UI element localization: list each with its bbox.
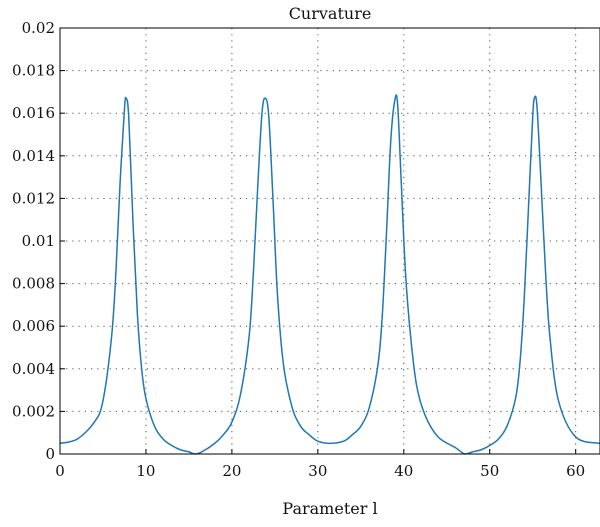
y-tick-label: 0.004 xyxy=(12,360,55,378)
y-tick-label: 0.008 xyxy=(12,275,55,293)
x-axis-label: Parameter l xyxy=(282,499,377,518)
chart-title: Curvature xyxy=(289,4,372,23)
y-tick-label: 0.01 xyxy=(22,232,55,250)
y-tick-label: 0.006 xyxy=(12,317,55,335)
y-tick-label: 0.012 xyxy=(12,189,55,207)
x-tick-label: 40 xyxy=(394,462,413,480)
y-tick-label: 0 xyxy=(45,445,55,463)
x-tick-label: 30 xyxy=(308,462,327,480)
x-tick-label: 20 xyxy=(222,462,241,480)
tick-layer: 0 10 20 30 40 50 60 0 0.002 0.004 0.006 0.008 0.01 0.… xyxy=(12,19,585,480)
y-tick-label: 0.018 xyxy=(12,62,55,80)
series-layer xyxy=(59,94,600,455)
grid-layer xyxy=(60,28,600,454)
y-tick-label: 0.002 xyxy=(12,402,55,420)
x-tick-label: 60 xyxy=(566,462,585,480)
y-tick-label: 0.02 xyxy=(22,19,55,37)
x-tick-label: 0 xyxy=(55,462,65,480)
x-tick-label: 10 xyxy=(136,462,155,480)
x-tick-label: 50 xyxy=(480,462,499,480)
y-tick-label: 0.016 xyxy=(12,104,55,122)
curvature-series-line xyxy=(59,94,600,455)
y-tick-label: 0.014 xyxy=(12,147,55,165)
